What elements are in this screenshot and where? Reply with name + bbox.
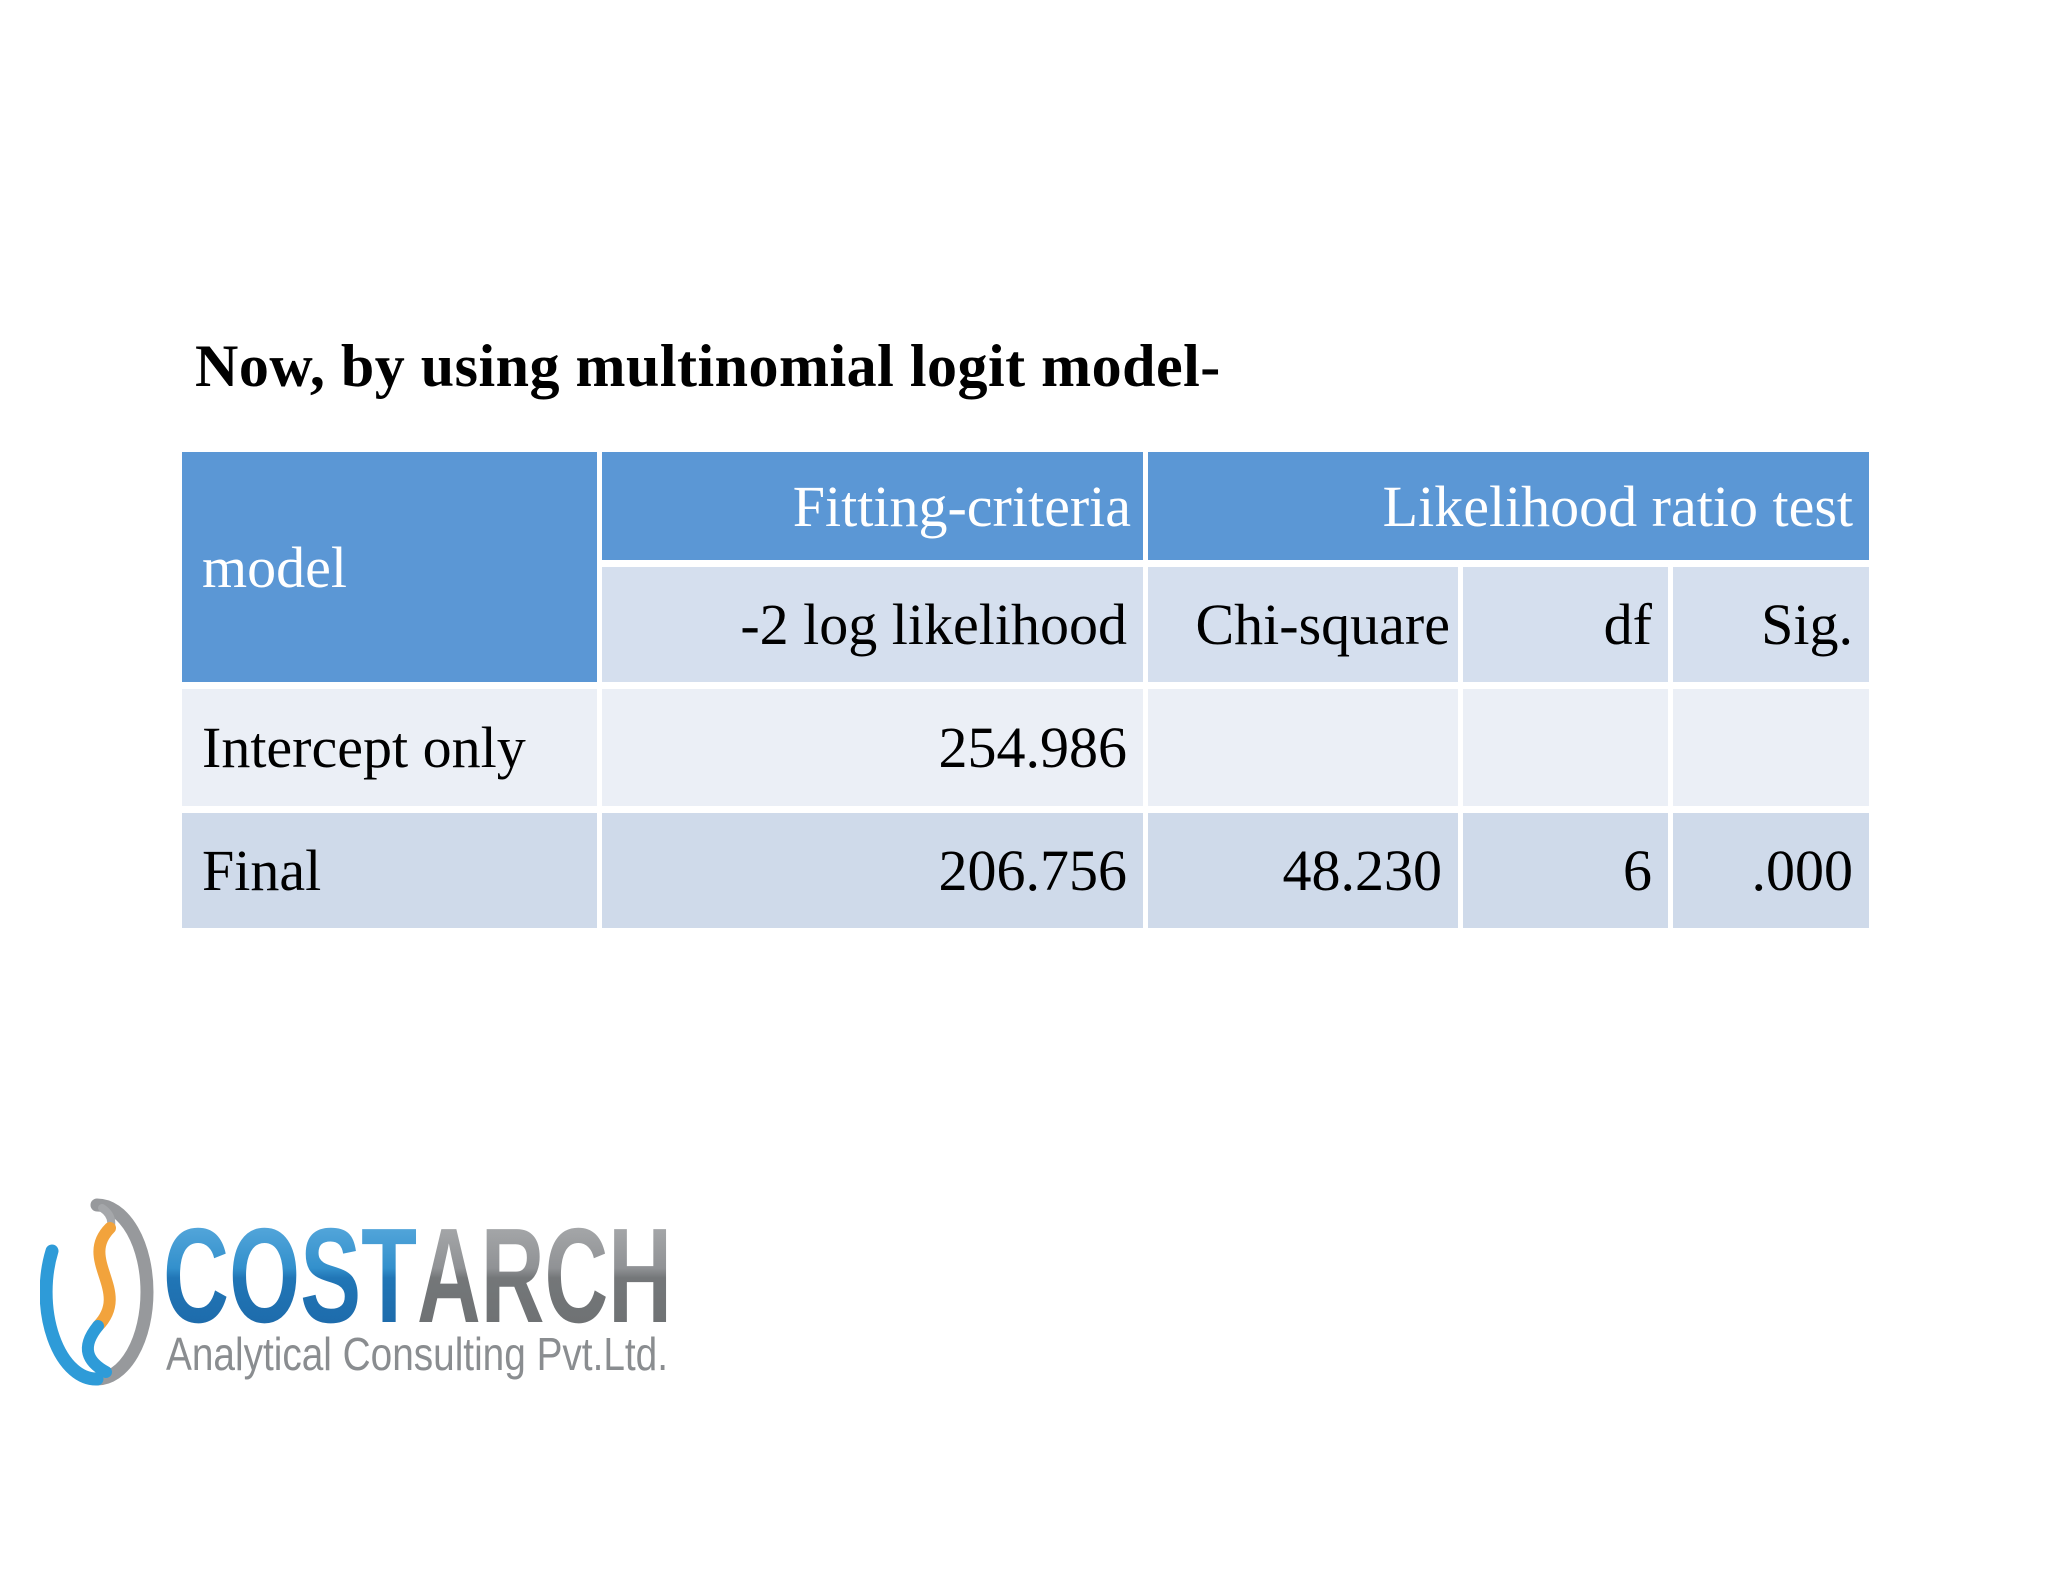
logo-text-arch: ARCH (417, 1200, 672, 1351)
subheader-chi-square: Chi-square (1148, 567, 1458, 682)
cell-final-chi-square: 48.230 (1148, 813, 1458, 928)
model-fitting-table: model Fitting-criteria Likelihood ratio … (182, 452, 1869, 928)
cell-intercept-df (1463, 689, 1668, 806)
cell-final-df: 6 (1463, 813, 1668, 928)
subheader-neg2-log-likelihood: -2 log likelihood (602, 567, 1143, 682)
subheader-df: df (1463, 567, 1668, 682)
group-header-likelihood-ratio-test: Likelihood ratio test (1148, 452, 1869, 560)
logo-subtitle: Analytical Consulting Pvt.Ltd. (166, 1328, 668, 1380)
row-label-final: Final (182, 813, 597, 928)
subheader-sig: Sig. (1673, 567, 1869, 682)
group-header-fitting-criteria: Fitting-criteria (602, 452, 1143, 560)
cell-intercept-chi-square (1148, 689, 1458, 806)
cell-intercept-neg2ll: 254.986 (602, 689, 1143, 806)
swirl-flame-icon (40, 1198, 154, 1386)
corner-header-model: model (182, 452, 597, 682)
costarch-logo: COST ARCH Analytical Consulting Pvt.Ltd. (40, 1196, 700, 1386)
row-label-intercept-only: Intercept only (182, 689, 597, 806)
cell-final-neg2ll: 206.756 (602, 813, 1143, 928)
slide-title: Now, by using multinomial logit model- (195, 333, 1221, 399)
cell-intercept-sig (1673, 689, 1869, 806)
logo-text-cost: COST (163, 1200, 417, 1351)
cell-final-sig: .000 (1673, 813, 1869, 928)
